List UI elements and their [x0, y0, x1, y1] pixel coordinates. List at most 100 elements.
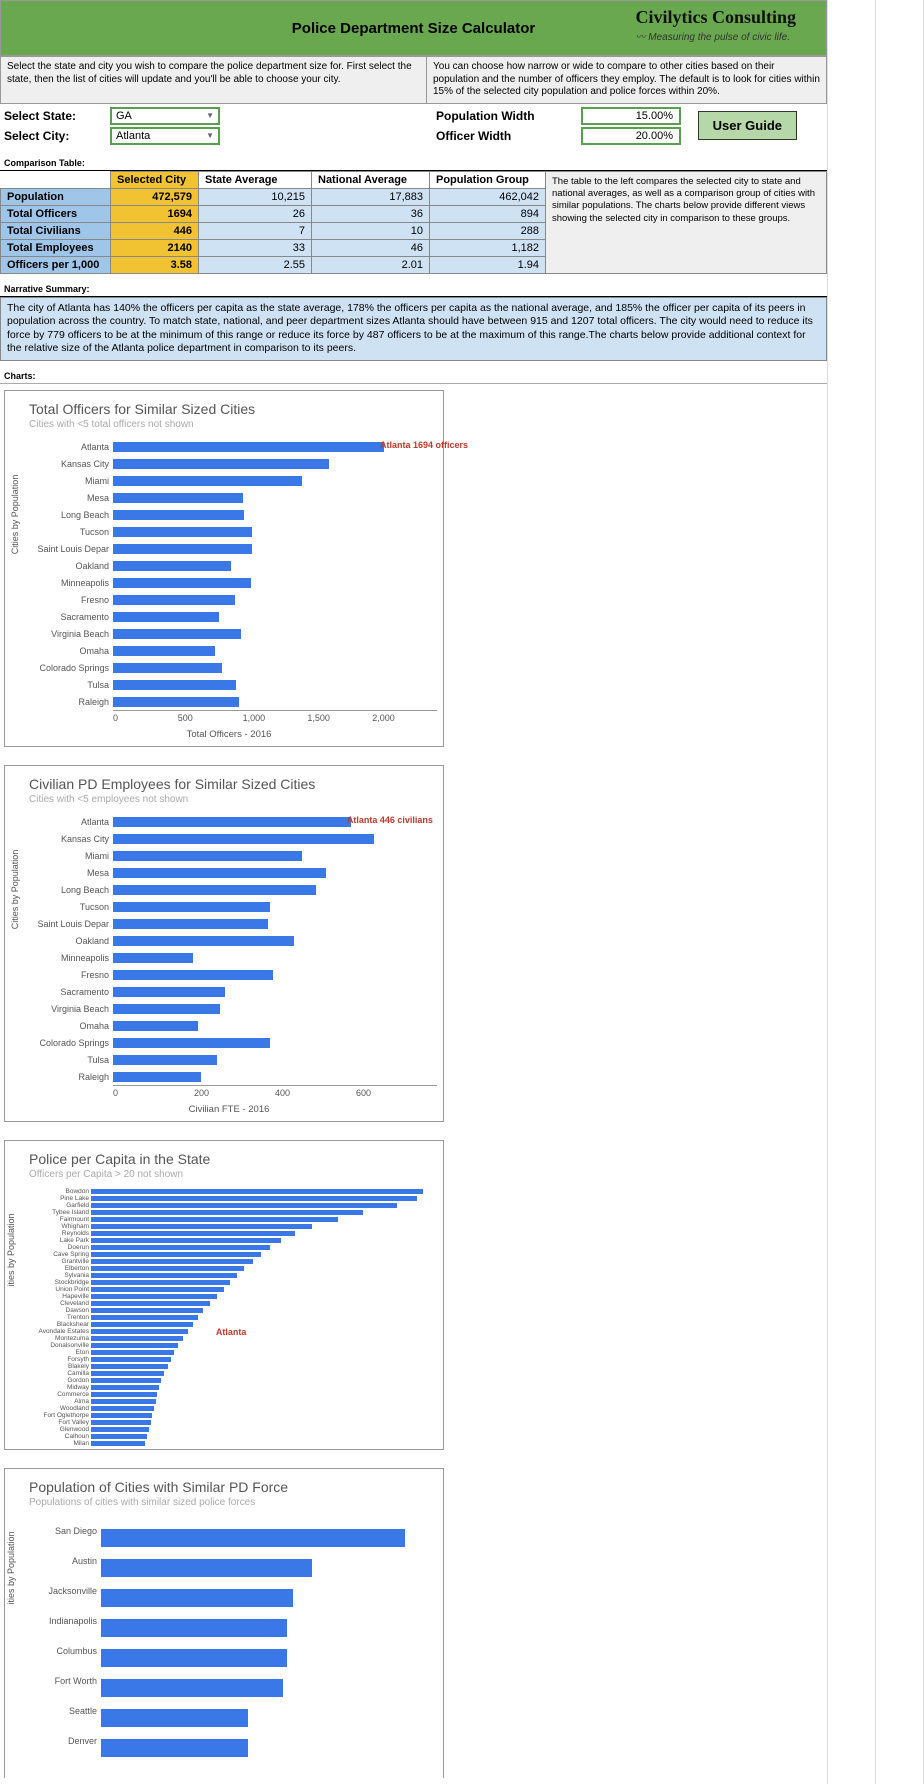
- bar-row: Minneapolis: [21, 574, 437, 591]
- city-dropdown[interactable]: Atlanta ▼: [110, 127, 220, 145]
- cell-selected: 1694: [111, 205, 199, 222]
- bar-label: Long Beach: [21, 885, 113, 895]
- row-label: Population: [1, 188, 111, 205]
- bar-label: Denver: [21, 1736, 101, 1746]
- bar-label: Reynolds: [21, 1231, 91, 1237]
- chevron-down-icon: ▼: [206, 111, 214, 120]
- bar-label: Virginia Beach: [21, 1004, 113, 1014]
- bar-label: Doerun: [21, 1245, 91, 1251]
- chart-civilian-employees: Civilian PD Employees for Similar Sized …: [4, 765, 444, 1122]
- bar-label: Omaha: [21, 646, 113, 656]
- comparison-table-wrap: Selected City State Average National Ave…: [0, 171, 827, 274]
- bar-row: Long Beach: [21, 506, 437, 523]
- pop-width-label: Population Width: [426, 109, 581, 123]
- bar: [113, 527, 252, 537]
- state-dropdown[interactable]: GA ▼: [110, 107, 220, 125]
- bar-row: Blakely: [21, 1363, 437, 1370]
- bar: [91, 1406, 154, 1411]
- bar: [101, 1529, 405, 1547]
- bar-row: Grantville: [21, 1258, 437, 1265]
- bar-label: Sacramento: [21, 987, 113, 997]
- cell-state: 7: [199, 222, 312, 239]
- col-state-avg: State Average: [199, 171, 312, 188]
- bar-label: Miami: [21, 476, 113, 486]
- bar-label: Raleigh: [21, 1072, 113, 1082]
- bar-label: Indianapolis: [21, 1616, 101, 1626]
- bar: [113, 646, 215, 656]
- bar-row: Fort Worth: [21, 1666, 437, 1696]
- chart2-xlabel: Civilian FTE - 2016: [21, 1104, 437, 1115]
- bar-label: Pine Lake: [21, 1196, 91, 1202]
- bar-label: Virginia Beach: [21, 629, 113, 639]
- user-guide-button[interactable]: User Guide: [698, 111, 797, 140]
- chart2-ylabel: Cities by Population: [10, 850, 20, 930]
- bar: [113, 936, 294, 946]
- chart3-ylabel: ities by Population: [6, 1213, 16, 1286]
- bar-row: Sacramento: [21, 983, 437, 1000]
- bar: [91, 1399, 156, 1404]
- bar: [91, 1308, 203, 1313]
- bar-row: Doerun: [21, 1244, 437, 1251]
- bar-row: Woodland: [21, 1405, 437, 1412]
- bar: [113, 595, 235, 605]
- bar-label: Fort Valley: [21, 1420, 91, 1426]
- bar-row: Kansas City: [21, 830, 437, 847]
- bar: [113, 1021, 198, 1031]
- bar-label: Minneapolis: [21, 953, 113, 963]
- bar-label: Grantville: [21, 1259, 91, 1265]
- bar-label: Omaha: [21, 1021, 113, 1031]
- comparison-table: Selected City State Average National Ave…: [0, 171, 546, 274]
- bar: [91, 1238, 281, 1243]
- pop-width-input[interactable]: 15.00%: [581, 107, 681, 125]
- bar: [91, 1245, 270, 1250]
- bar-label: Tulsa: [21, 1055, 113, 1065]
- bar: [91, 1427, 149, 1432]
- bar: [91, 1371, 164, 1376]
- bar: [91, 1224, 312, 1229]
- bar-label: Seattle: [21, 1706, 101, 1716]
- header-banner: Police Department Size Calculator Civily…: [0, 0, 827, 56]
- bar-row: Tybee Island: [21, 1209, 437, 1216]
- chart-total-officers: Total Officers for Similar Sized Cities …: [4, 390, 444, 747]
- bar-row: Raleigh: [21, 693, 437, 710]
- bar-label: Kansas City: [21, 834, 113, 844]
- bar-row: Columbus: [21, 1636, 437, 1666]
- bar: [101, 1739, 248, 1757]
- bar-label: Milan: [21, 1441, 91, 1447]
- bar: [91, 1287, 224, 1292]
- bar: [113, 851, 302, 861]
- officer-width-input[interactable]: 20.00%: [581, 127, 681, 145]
- bar: [113, 868, 326, 878]
- cell-state: 10,215: [199, 188, 312, 205]
- bar: [91, 1189, 423, 1194]
- bar: [91, 1231, 295, 1236]
- bar-label: Cleveland: [21, 1301, 91, 1307]
- bar-row: Tulsa: [21, 1051, 437, 1068]
- bar: [101, 1559, 312, 1577]
- bar: [113, 1004, 220, 1014]
- bar-row: Gordon: [21, 1377, 437, 1384]
- bar-row: Fresno: [21, 966, 437, 983]
- axis-tick: 600: [356, 1088, 437, 1098]
- chart1-subtitle: Cities with <5 total officers not shown: [29, 419, 437, 430]
- bar-row: Trenton: [21, 1314, 437, 1321]
- bar: [113, 442, 384, 452]
- bar-row: Miami: [21, 847, 437, 864]
- bar-label: Blakely: [21, 1364, 91, 1370]
- bar-row: Pine Lake: [21, 1195, 437, 1202]
- bar-label: Woodland: [21, 1406, 91, 1412]
- bar-row: Avondale Estates Atlanta: [21, 1328, 437, 1335]
- bar-label: Oakland: [21, 561, 113, 571]
- bar-label: Sylvania: [21, 1273, 91, 1279]
- chart-similar-pd-population: Population of Cities with Similar PD For…: [4, 1468, 444, 1778]
- bar-row: Eton: [21, 1349, 437, 1356]
- bar-label: Long Beach: [21, 510, 113, 520]
- bar-row: Midway: [21, 1384, 437, 1391]
- bar-row: Virginia Beach: [21, 625, 437, 642]
- bar-label: Kansas City: [21, 459, 113, 469]
- bar-row: Fort Oglethorpe: [21, 1412, 437, 1419]
- chart1-title: Total Officers for Similar Sized Cities: [29, 401, 437, 417]
- bar-row: Stockbridge: [21, 1279, 437, 1286]
- bar-row: Glenwood: [21, 1426, 437, 1433]
- axis-tick: 400: [275, 1088, 356, 1098]
